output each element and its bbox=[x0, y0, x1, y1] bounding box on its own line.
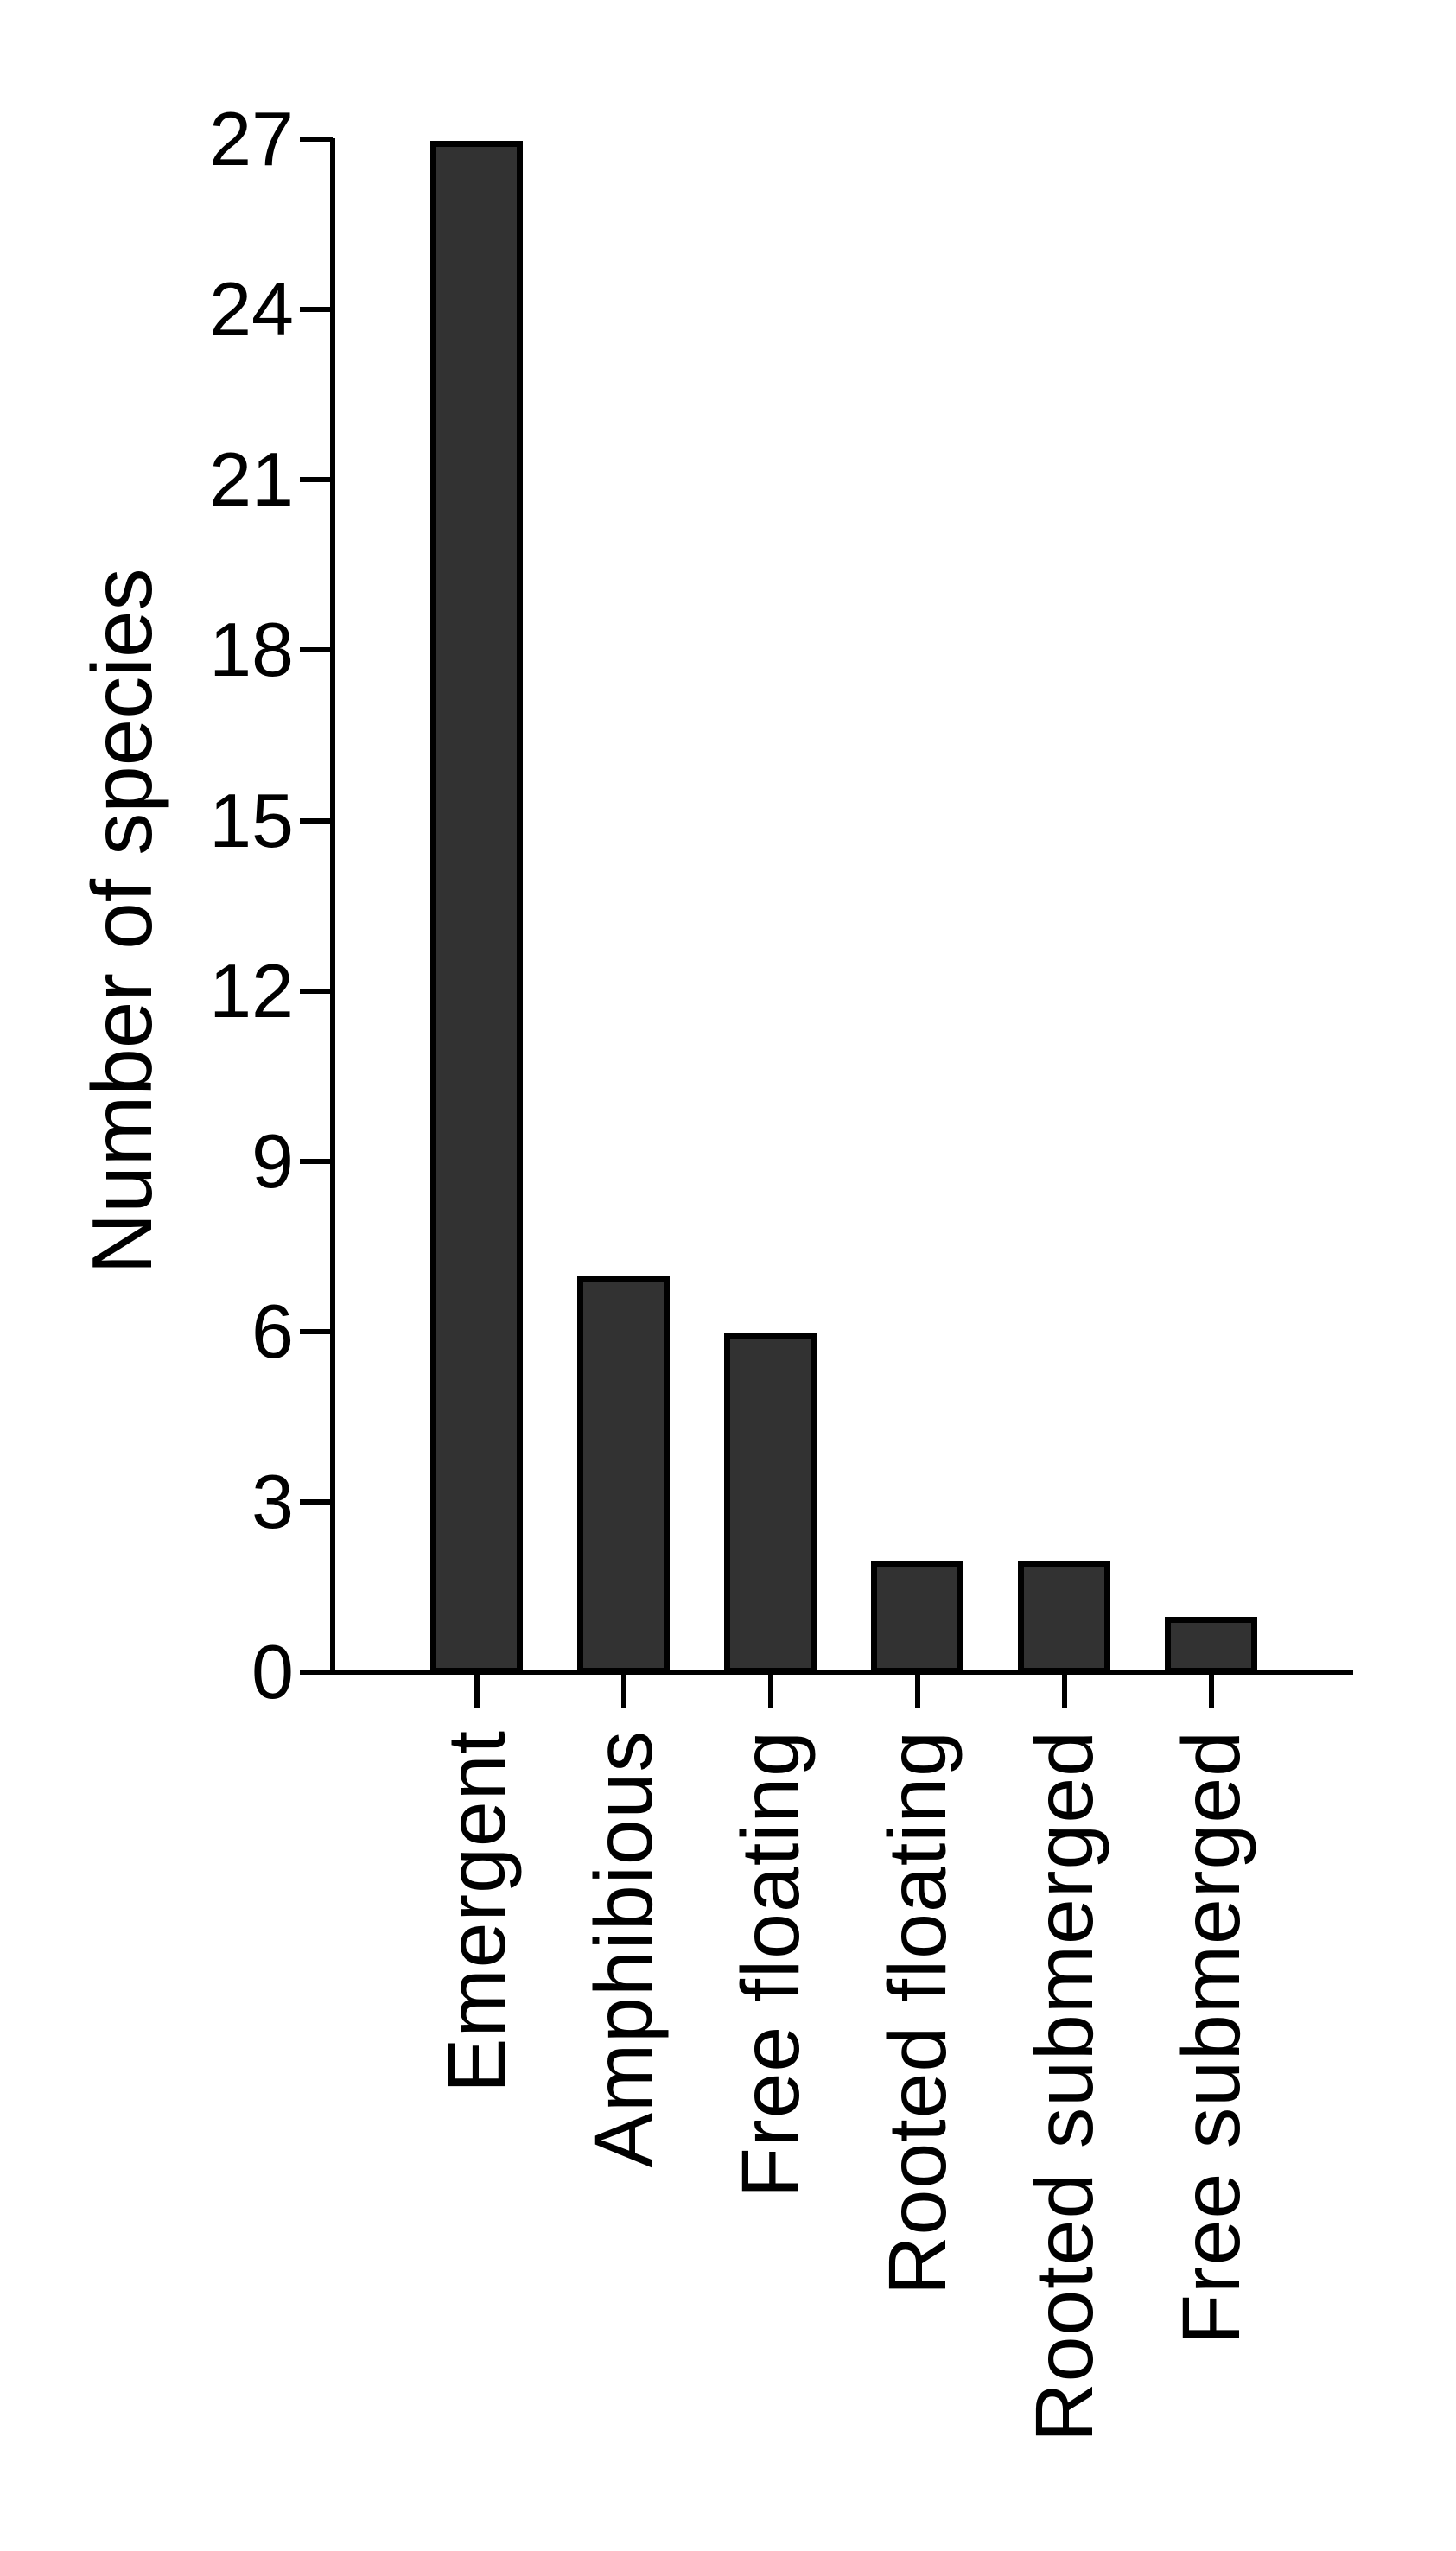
bar-rooted-floating bbox=[871, 1561, 963, 1674]
y-tick-24 bbox=[300, 307, 333, 312]
x-axis-line bbox=[301, 1670, 1353, 1675]
x-category-label-free-floating: Free floating bbox=[725, 1730, 817, 2198]
y-tick-3 bbox=[300, 1499, 333, 1505]
y-tick-label-3: 3 bbox=[251, 1459, 294, 1544]
y-tick-label-9: 9 bbox=[251, 1118, 294, 1204]
y-tick-15 bbox=[300, 818, 333, 824]
bar-free-submerged bbox=[1165, 1617, 1257, 1674]
bar-rooted-submerged bbox=[1018, 1561, 1110, 1674]
x-category-label-free-submerged: Free submerged bbox=[1166, 1730, 1257, 2345]
x-tick-5 bbox=[1062, 1675, 1067, 1708]
y-tick-label-12: 12 bbox=[209, 948, 294, 1034]
y-tick-label-15: 15 bbox=[209, 778, 294, 863]
y-tick-label-18: 18 bbox=[209, 607, 294, 692]
y-tick-0 bbox=[300, 1670, 333, 1675]
bar-free-floating bbox=[724, 1333, 817, 1674]
y-tick-27 bbox=[300, 137, 333, 142]
y-tick-12 bbox=[300, 989, 333, 994]
x-category-label-amphibious: Amphibious bbox=[578, 1730, 670, 2168]
bar-amphibious bbox=[577, 1276, 670, 1674]
y-axis-line bbox=[330, 138, 335, 1675]
x-category-label-rooted-floating: Rooted floating bbox=[872, 1730, 963, 2296]
x-tick-4 bbox=[915, 1675, 920, 1708]
y-tick-label-24: 24 bbox=[209, 266, 294, 352]
y-tick-21 bbox=[300, 477, 333, 482]
y-tick-label-27: 27 bbox=[209, 96, 294, 181]
y-tick-label-6: 6 bbox=[251, 1288, 294, 1374]
y-tick-label-0: 0 bbox=[251, 1629, 294, 1714]
x-category-label-rooted-submerged: Rooted submerged bbox=[1019, 1730, 1110, 2443]
y-tick-9 bbox=[300, 1159, 333, 1164]
y-tick-18 bbox=[300, 647, 333, 652]
y-tick-label-21: 21 bbox=[209, 436, 294, 522]
x-tick-6 bbox=[1209, 1675, 1214, 1708]
x-tick-3 bbox=[768, 1675, 773, 1708]
x-category-label-emergent: Emergent bbox=[431, 1730, 523, 2093]
y-tick-6 bbox=[300, 1329, 333, 1334]
x-tick-1 bbox=[474, 1675, 480, 1708]
bar-emergent bbox=[430, 141, 523, 1674]
x-tick-2 bbox=[621, 1675, 626, 1708]
